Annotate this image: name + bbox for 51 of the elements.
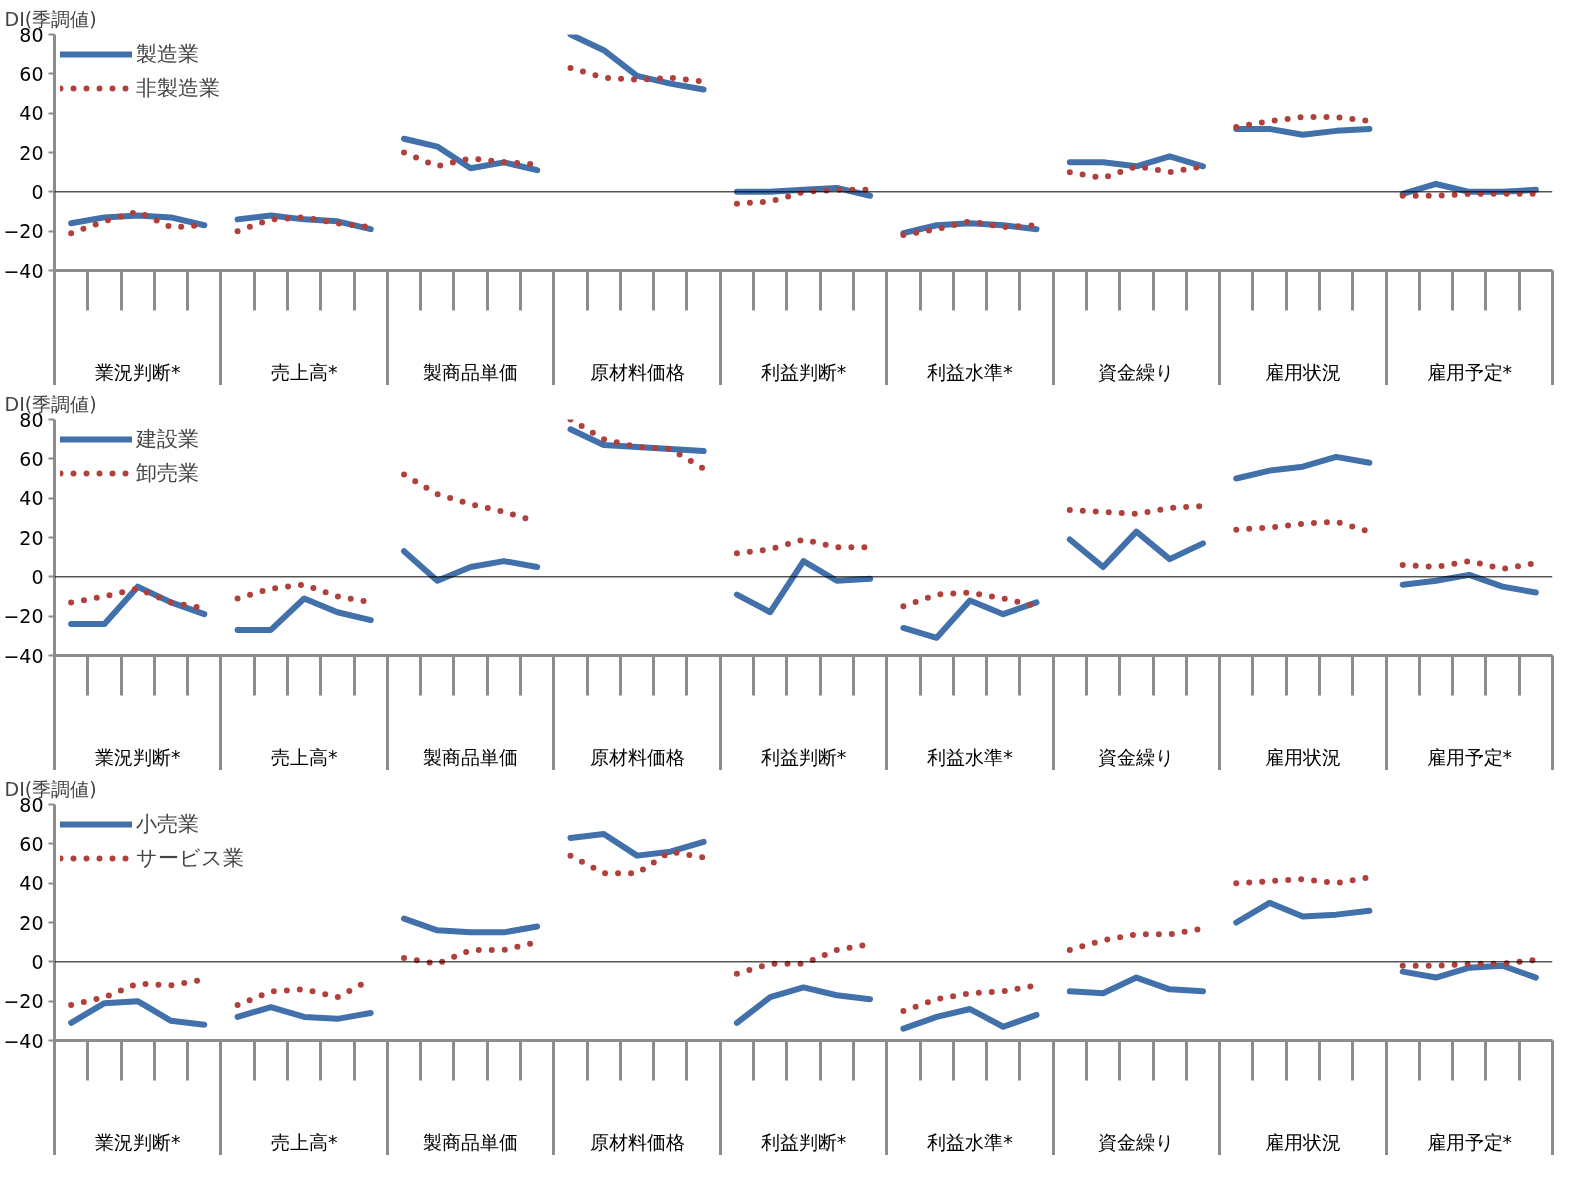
legend-label: 小売業 bbox=[136, 811, 199, 838]
legend-label: 建設業 bbox=[136, 426, 199, 453]
y-tick-label: −40 bbox=[3, 644, 44, 667]
y-tick-label: 40 bbox=[19, 102, 44, 125]
x-tick-label: 資金繰り bbox=[1098, 1130, 1175, 1153]
x-tick-label: 雇用状況 bbox=[1264, 1130, 1341, 1153]
x-tick-label: 業況判断* bbox=[94, 745, 181, 768]
y-tick-label: −20 bbox=[3, 605, 44, 628]
x-tick-label: 利益判断* bbox=[760, 360, 847, 383]
y-tick-label: 60 bbox=[19, 832, 44, 855]
x-tick-label: 製商品単価 bbox=[423, 360, 519, 383]
x-tick-label: 利益水準* bbox=[927, 360, 1013, 383]
y-tick-label: 20 bbox=[19, 141, 44, 164]
x-tick-label: 雇用予定* bbox=[1426, 360, 1513, 383]
y-tick-label: −20 bbox=[3, 990, 44, 1013]
x-tick-label: 製商品単価 bbox=[423, 1130, 519, 1153]
y-tick-label: −40 bbox=[3, 1029, 44, 1052]
y-tick-label: 20 bbox=[19, 526, 44, 549]
x-tick-label: 利益判断* bbox=[760, 1130, 847, 1153]
x-tick-label: 雇用状況 bbox=[1264, 360, 1341, 383]
x-tick-label: 原材料価格 bbox=[589, 1130, 685, 1153]
legend-label: 非製造業 bbox=[136, 75, 220, 102]
x-tick-label: 売上高* bbox=[270, 745, 338, 768]
y-tick-label: 40 bbox=[19, 872, 44, 895]
x-tick-label: 売上高* bbox=[270, 1130, 338, 1153]
y-tick-label: 0 bbox=[31, 950, 44, 973]
x-tick-label: 利益水準* bbox=[927, 1130, 1013, 1153]
legend-label: 卸売業 bbox=[136, 460, 199, 487]
y-tick-label: 20 bbox=[19, 911, 44, 934]
x-tick-label: 原材料価格 bbox=[589, 360, 685, 383]
x-tick-label: 雇用予定* bbox=[1426, 745, 1513, 768]
y-tick-label: −40 bbox=[3, 259, 44, 282]
x-tick-label: 資金繰り bbox=[1098, 745, 1175, 768]
x-tick-label: 資金繰り bbox=[1098, 360, 1175, 383]
y-tick-label: 0 bbox=[31, 180, 44, 203]
y-tick-label: 60 bbox=[19, 447, 44, 470]
x-tick-label: 製商品単価 bbox=[423, 745, 519, 768]
x-tick-label: 雇用予定* bbox=[1426, 1130, 1513, 1153]
y-tick-label: 0 bbox=[31, 565, 44, 588]
legend-label: 製造業 bbox=[136, 41, 199, 68]
x-tick-label: 業況判断* bbox=[94, 1130, 181, 1153]
x-tick-label: 雇用状況 bbox=[1264, 745, 1341, 768]
x-tick-label: 利益水準* bbox=[927, 745, 1013, 768]
y-tick-label: −20 bbox=[3, 220, 44, 243]
x-tick-label: 利益判断* bbox=[760, 745, 847, 768]
x-tick-label: 原材料価格 bbox=[589, 745, 685, 768]
x-tick-label: 業況判断* bbox=[94, 360, 181, 383]
x-tick-label: 売上高* bbox=[270, 360, 338, 383]
y-tick-label: 40 bbox=[19, 487, 44, 510]
y-tick-label: 60 bbox=[19, 62, 44, 85]
legend-label: サービス業 bbox=[136, 845, 244, 872]
